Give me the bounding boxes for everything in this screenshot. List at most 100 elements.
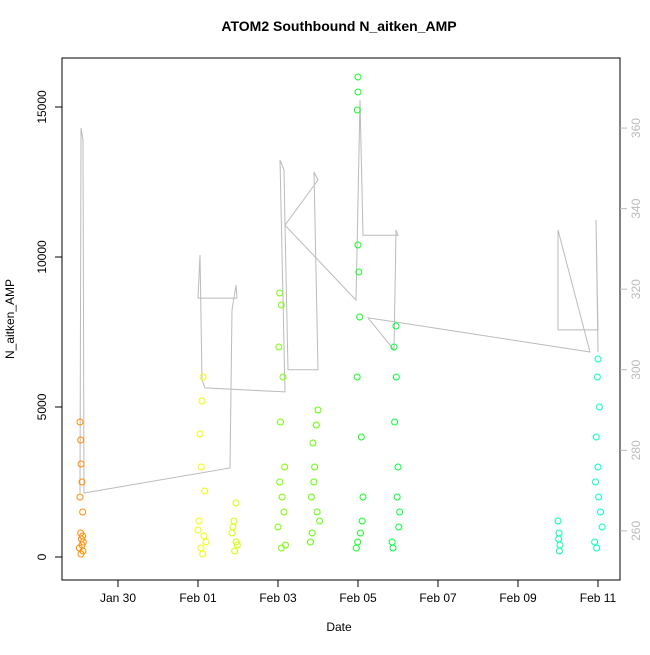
scatter-point — [198, 397, 206, 405]
scatter-point — [555, 535, 563, 543]
scatter-point — [355, 268, 363, 276]
scatter-point — [201, 487, 209, 495]
y2-tick-label: 340 — [629, 198, 643, 218]
scatter-point — [393, 493, 401, 501]
scatter-point — [307, 538, 314, 546]
scatter-point — [280, 508, 288, 516]
scatter-point — [278, 493, 286, 501]
scatter-point — [598, 523, 606, 531]
scatter-point — [200, 532, 208, 540]
x-tick-label: Feb 05 — [339, 591, 377, 605]
scatter-point — [232, 538, 240, 546]
scatter-point — [591, 538, 599, 546]
scatter-point — [77, 460, 85, 468]
y2-line — [79, 100, 599, 494]
scatter-point — [353, 106, 361, 114]
scatter-point — [595, 403, 603, 411]
scatter-point — [75, 544, 83, 552]
scatter-point — [594, 463, 602, 471]
scatter-point — [357, 433, 365, 441]
y-axis-title: N_aitken_AMP — [3, 279, 17, 359]
scatter-point — [77, 436, 85, 444]
scatter-point — [314, 406, 322, 414]
scatter-point — [592, 478, 599, 486]
scatter-point — [202, 538, 210, 546]
scatter-point — [595, 493, 603, 501]
x-tick-label: Jan 30 — [100, 591, 136, 605]
scatter-point — [356, 313, 364, 321]
scatter-point — [316, 517, 324, 525]
scatter-point — [276, 289, 284, 297]
scatter-point — [394, 463, 402, 471]
scatter-point — [309, 439, 317, 447]
x-tick-label: Feb 07 — [419, 591, 457, 605]
scatter-point — [78, 478, 86, 486]
y-tick-label: 15000 — [35, 90, 49, 124]
scatter-point — [593, 373, 601, 381]
scatter-point — [311, 463, 319, 471]
y-tick-label: 0 — [35, 553, 49, 560]
x-axis-title: Date — [326, 620, 352, 634]
x-tick-label: Feb 09 — [499, 591, 537, 605]
scatter-point — [79, 508, 87, 516]
scatter-point — [229, 523, 237, 531]
y2-tick-label: 320 — [629, 279, 643, 299]
scatter-point — [392, 322, 400, 330]
scatter-point — [313, 508, 321, 516]
scatter-point — [395, 523, 403, 531]
scatter-point — [389, 544, 397, 552]
y-tick-label: 5000 — [35, 393, 49, 420]
scatter-point — [312, 421, 320, 429]
scatter-point — [76, 493, 84, 501]
scatter-point — [594, 355, 602, 363]
scatter-point — [390, 343, 398, 351]
scatter-point — [396, 508, 404, 516]
scatter-point — [354, 538, 362, 546]
x-tick-label: Feb 03 — [259, 591, 297, 605]
scatter-point — [354, 88, 362, 96]
scatter-point — [593, 544, 601, 552]
scatter-point — [592, 433, 600, 441]
scatter-point — [277, 544, 285, 552]
scatter-point — [196, 430, 204, 438]
scatter-point — [79, 538, 87, 546]
scatter-point — [197, 463, 205, 471]
scatter-point — [275, 343, 283, 351]
scatter-point — [357, 529, 364, 537]
y2-tick-label: 260 — [629, 521, 643, 541]
x-tick-label: Feb 11 — [580, 591, 617, 605]
scatter-point — [277, 418, 284, 426]
scatter-point — [392, 373, 400, 381]
scatter-point — [233, 541, 241, 549]
y2-tick-label: 300 — [629, 359, 643, 379]
y2-tick-label: 280 — [629, 440, 643, 460]
scatter-point — [359, 493, 367, 501]
scatter-point — [597, 508, 604, 516]
scatter-point — [310, 478, 318, 486]
scatter-point — [307, 493, 315, 501]
plot-frame — [61, 57, 621, 581]
scatter-point — [358, 517, 366, 525]
scatter-point — [232, 499, 240, 507]
scatter-point — [276, 478, 284, 486]
scatter-point — [231, 547, 239, 555]
y2-tick-label: 360 — [629, 118, 643, 138]
scatter-point — [554, 517, 562, 525]
x-tick-label: Feb 01 — [179, 591, 217, 605]
scatter-point — [195, 517, 203, 525]
scatter-point — [353, 373, 361, 381]
y-tick-label: 10000 — [35, 240, 49, 274]
scatter-point — [354, 73, 362, 81]
scatter-point — [555, 547, 563, 555]
chart-title: ATOM2 Southbound N_aitken_AMP — [221, 18, 456, 34]
scatter-point — [279, 373, 287, 381]
scatter-point — [199, 550, 207, 558]
scatter-point — [274, 523, 282, 531]
scatter-point — [194, 526, 202, 534]
scatter-point — [354, 241, 362, 249]
scatter-point — [277, 301, 285, 309]
scatter-point — [308, 529, 316, 537]
scatter-point — [281, 463, 289, 471]
scatter-point — [76, 418, 84, 426]
